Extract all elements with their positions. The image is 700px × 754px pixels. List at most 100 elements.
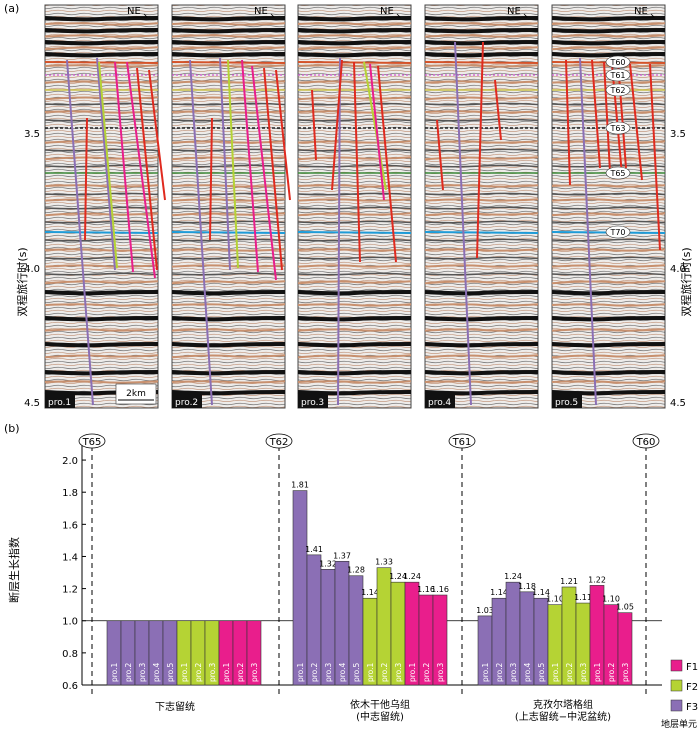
group-label-0: 下志留统 [155, 700, 195, 713]
fault-trace-fault_red [377, 65, 397, 263]
bar-profile-label: pro.5 [537, 662, 546, 682]
reflector-strong [171, 290, 286, 296]
bar-f1 [617, 612, 633, 686]
reflector-strong [44, 16, 159, 22]
bar-profile-label: pro.2 [565, 662, 574, 682]
reflector-brown [424, 34, 539, 38]
reflector-brown [171, 280, 286, 285]
reflector-brown [424, 212, 539, 217]
reflector-strong [44, 316, 159, 322]
bar-value-label: 1.37 [333, 551, 351, 560]
bar-value-label: 1.81 [291, 481, 309, 490]
reflector-strong [297, 390, 412, 396]
legend-swatch-f1 [670, 659, 683, 672]
reflector-brown [297, 248, 412, 252]
bar-profile-label: pro.1 [593, 662, 602, 682]
reflector-brown [297, 46, 412, 51]
reflector-brown [551, 212, 666, 217]
horizon-tag-label: T63 [609, 124, 625, 133]
reflector-brown [551, 264, 666, 268]
fault-trace-fault_red [311, 89, 317, 161]
direction-arrow [635, 13, 655, 18]
bar-value-label: 1.03 [476, 606, 494, 615]
direction-arrow [381, 13, 401, 18]
reflector-brown [551, 80, 666, 84]
fault-trace-fault_red [565, 59, 571, 186]
bar-profile-label: pro.3 [579, 662, 588, 682]
direction-arrow [508, 13, 528, 18]
bar-value-label: 1.14 [532, 588, 550, 597]
reflector-strong [297, 316, 412, 322]
bar-f1 [246, 620, 262, 686]
profile-tag-label: pro.2 [175, 398, 198, 408]
fault-trace-fault_red [649, 63, 661, 251]
fault-trace-fault_red [263, 67, 283, 271]
profile-tag-bg [172, 394, 202, 408]
reflector-brown [171, 198, 286, 202]
reflector-strong [171, 390, 286, 396]
reflector-brown [44, 328, 159, 332]
reflector-brown [551, 303, 666, 307]
reflector-brown [171, 328, 286, 332]
bar-profile-label: pro.5 [352, 662, 361, 682]
reflector-brown [297, 280, 412, 285]
y-tick-label: 1.8 [62, 488, 78, 499]
bar-value-label: 1.16 [417, 585, 435, 594]
reflector-brown [44, 184, 159, 188]
bar-profile-label: pro.1 [366, 662, 375, 682]
bar-value-label: 1.14 [490, 588, 508, 597]
reflector-strong [551, 370, 666, 376]
reflector-gray [551, 102, 666, 106]
profile-frame [44, 4, 159, 409]
seismic-profile-2: NE pro.2 [171, 4, 291, 409]
fault-trace-f2 [363, 61, 387, 191]
seismic-profile-3: NE pro.3 [297, 4, 412, 409]
bar-profile-label: pro.3 [250, 662, 259, 682]
reflector-gray [44, 192, 159, 196]
fault-trace-f3 [96, 57, 116, 271]
bar-value-label: 1.05 [616, 603, 634, 612]
reflector-gray [171, 148, 286, 152]
bar-profile-label: pro.2 [236, 662, 245, 682]
legend-label: F1 [686, 662, 698, 673]
reflector-strong [551, 40, 666, 46]
reflector-gray [297, 220, 412, 224]
fault-trace-f2 [98, 61, 118, 269]
profile-tag-bg [45, 394, 75, 408]
reflector-strong [297, 342, 412, 348]
reflector-brown [551, 46, 666, 51]
fault-trace-fault_red [84, 117, 88, 241]
reflector-brown [551, 248, 666, 252]
seismic-profile-1: NE pro.1 [44, 4, 166, 409]
bar-profile-label: pro.1 [110, 662, 119, 682]
profile-tag-label: pro.1 [48, 398, 71, 408]
direction-label: NE [254, 6, 268, 17]
reflector-brown [171, 156, 286, 161]
legend-swatch-f2 [670, 679, 683, 692]
bar-profile-label: pro.1 [481, 662, 490, 682]
group-label-1-line2: (中志留统) [356, 710, 404, 723]
horizon-tag-label: T62 [609, 86, 625, 95]
reflector-brown [297, 303, 412, 307]
growth-index-chart: 0.6 0.8 1.0 1.2 1.4 1.6 1.8 2.0 T65 T62 T61 T60 pro.… [62, 433, 698, 713]
bar-profile-label: pro.3 [208, 662, 217, 682]
reflector-brown [424, 248, 539, 252]
reflector-strong [44, 290, 159, 296]
panel-b-y-axis-title: 断层生长指数 [7, 537, 21, 603]
reflector-brown [551, 380, 666, 384]
reflector-strong [551, 16, 666, 22]
panel-a-right-tick-3.5: 3.5 [670, 129, 686, 140]
reflector-brown [171, 264, 286, 268]
reflector-strong [297, 40, 412, 46]
reflector-brown [424, 264, 539, 268]
horizon-T70 [297, 231, 412, 234]
fault-trace-fault_red [436, 119, 444, 191]
fault-trace-f1 [241, 59, 259, 273]
reflector-strong [424, 52, 539, 58]
fault-trace-f3 [337, 57, 341, 406]
reflector-strong [171, 316, 286, 322]
bar-profile-label: pro.3 [394, 662, 403, 682]
fault-trace-f3 [66, 59, 94, 406]
